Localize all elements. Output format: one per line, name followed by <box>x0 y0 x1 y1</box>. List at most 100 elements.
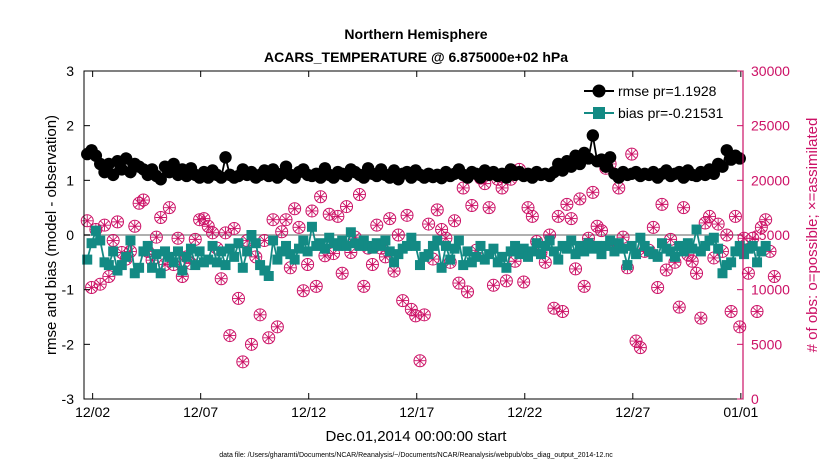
obs-assimilated-cross <box>392 229 404 241</box>
obs-possible-circle <box>85 280 99 294</box>
bias-point <box>453 235 464 246</box>
obs-possible-circle <box>422 217 436 231</box>
obs-possible-circle <box>461 285 475 299</box>
obs-assimilated-cross <box>764 245 776 257</box>
rmse-point <box>733 152 746 165</box>
obs-possible-circle <box>417 308 431 322</box>
rmse-point <box>599 160 612 173</box>
bias-point <box>631 249 642 260</box>
obs-assimilated-cross <box>258 234 270 246</box>
obs-possible-circle <box>409 309 423 323</box>
obs-assimilated-cross <box>574 193 586 205</box>
obs-marker <box>733 320 747 334</box>
obs-marker <box>430 203 444 217</box>
obs-possible-circle <box>733 320 747 334</box>
obs-assimilated-cross <box>81 215 93 227</box>
bias-point <box>600 240 611 251</box>
obs-assimilated-cross <box>544 229 556 241</box>
obs-marker <box>465 198 479 212</box>
obs-assimilated-cross <box>99 219 111 231</box>
obs-assimilated-cross <box>483 202 495 214</box>
bias-point <box>263 271 274 281</box>
bias-point <box>669 251 680 262</box>
obs-assimilated-cross <box>734 321 746 333</box>
obs-assimilated-cross <box>276 226 288 238</box>
obs-possible-circle <box>646 220 660 234</box>
legend: rmse pr=1.1928 bias pr=-0.21531 <box>580 78 738 124</box>
obs-marker <box>314 190 328 204</box>
x-tick-label: 12/27 <box>615 404 650 420</box>
obs-possible-circle <box>266 213 280 227</box>
obs-marker <box>422 217 436 231</box>
rmse-point <box>586 129 600 142</box>
obs-marker <box>573 192 587 206</box>
obs-possible-circle <box>340 200 354 214</box>
obs-assimilated-cross <box>557 306 569 318</box>
bias-point <box>160 246 171 257</box>
obs-assimilated-cross <box>500 275 512 287</box>
obs-marker <box>93 277 107 291</box>
chart-title-line2: ACARS_TEMPERATURE @ 6.875000e+02 hPa <box>264 49 568 65</box>
obs-marker <box>672 300 686 314</box>
left-tick-label: -1 <box>62 282 75 298</box>
obs-possible-circle <box>750 305 764 319</box>
obs-assimilated-cross <box>423 218 435 230</box>
right-tick-label: 5000 <box>751 336 782 352</box>
obs-possible-circle <box>370 218 384 232</box>
obs-marker <box>404 302 418 316</box>
obs-assimilated-cross <box>267 214 279 226</box>
obs-possible-circle <box>465 198 479 212</box>
right-axis-label: # of obs: o=possible; ×=assimilated <box>804 118 821 353</box>
obs-marker <box>486 278 500 292</box>
obs-possible-circle <box>171 231 185 245</box>
bias-point <box>376 240 387 251</box>
obs-possible-circle <box>517 275 531 289</box>
x-axis-ticks: 12/02 12/07 12/12 12/17 12/22 12/27 01/01 <box>75 71 759 420</box>
bias-point <box>125 235 136 246</box>
bias-point <box>237 262 248 273</box>
bias-point <box>155 268 166 279</box>
obs-assimilated-cross <box>738 232 750 244</box>
obs-marker <box>132 196 146 210</box>
bias-point <box>592 240 603 251</box>
obs-assimilated-cross <box>172 232 184 244</box>
legend-bias-marker <box>593 107 605 119</box>
bias-point <box>306 221 317 232</box>
obs-assimilated-cross <box>699 217 711 229</box>
obs-marker <box>724 305 738 319</box>
obs-possible-circle <box>305 204 319 218</box>
left-tick-label: 0 <box>66 227 74 243</box>
obs-marker <box>594 224 608 238</box>
obs-possible-circle <box>573 192 587 206</box>
obs-marker <box>365 258 379 272</box>
bias-point <box>142 240 153 251</box>
obs-possible-circle <box>690 266 704 280</box>
bias-point <box>147 262 158 273</box>
bias-point <box>207 240 218 251</box>
obs-marker <box>231 291 245 305</box>
left-axis-label: rmse and bias (model - observation) <box>43 115 60 355</box>
bias-point <box>341 240 352 251</box>
obs-assimilated-cross <box>194 214 206 226</box>
obs-assimilated-cross <box>241 234 253 246</box>
obs-possible-circle <box>279 213 293 227</box>
obs-marker <box>698 216 712 230</box>
bias-point <box>639 240 650 251</box>
left-tick-label: -2 <box>62 336 75 352</box>
bias-point <box>112 265 123 276</box>
obs-possible-circle <box>521 201 535 215</box>
obs-marker <box>413 354 427 368</box>
obs-possible-circle <box>594 224 608 238</box>
obs-possible-circle <box>547 301 561 315</box>
obs-marker <box>223 329 237 343</box>
obs-assimilated-cross <box>289 203 301 215</box>
rmse-point <box>154 173 167 186</box>
obs-marker <box>517 275 531 289</box>
obs-possible-circle <box>590 219 604 233</box>
bias-point <box>596 249 607 260</box>
bias-point <box>535 249 546 260</box>
obs-assimilated-cross <box>652 281 664 293</box>
obs-marker <box>556 305 570 319</box>
obs-possible-circle <box>219 226 233 240</box>
